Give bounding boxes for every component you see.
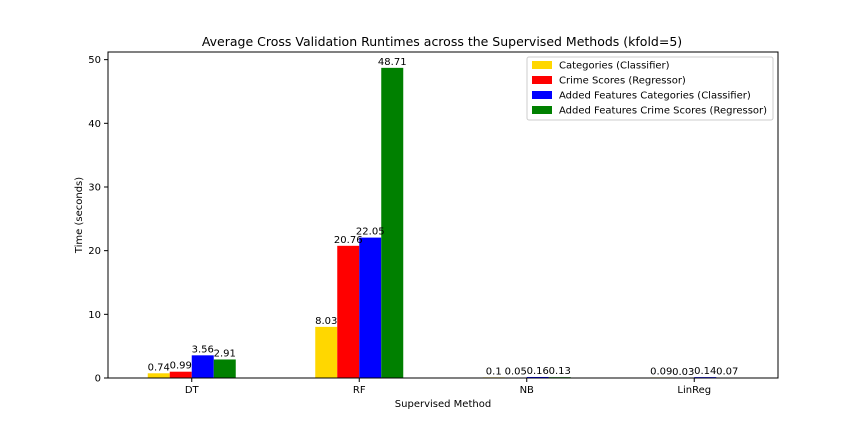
x-tick-label: NB — [520, 385, 534, 396]
bar — [337, 245, 360, 378]
x-tick-label: RF — [353, 385, 366, 396]
bar-value-label: 48.71 — [378, 57, 407, 68]
legend: Categories (Classifier) Crime Scores (Reg… — [526, 56, 774, 121]
bar-value-label: 3.56 — [192, 344, 214, 355]
bar-value-label: 0.09 — [650, 366, 672, 377]
y-tick-label: 50 — [88, 55, 101, 66]
bar — [213, 359, 236, 378]
legend-swatch — [532, 61, 552, 69]
bar-value-label: 0.03 — [672, 367, 694, 378]
bar-value-label: 0.74 — [148, 362, 170, 373]
bar-value-label: 20.76 — [334, 235, 363, 246]
legend-label: Categories (Classifier) — [559, 61, 670, 72]
legend-swatch — [532, 91, 552, 99]
x-axis: DT RF NB LinReg — [185, 378, 711, 396]
bar-value-label: 22.05 — [356, 227, 385, 238]
legend-label: Added Features Categories (Classifier) — [559, 91, 751, 102]
y-tick-label: 40 — [88, 119, 101, 130]
bar — [381, 67, 404, 378]
bar — [315, 326, 338, 378]
bar-value-label: 0.07 — [716, 367, 738, 378]
y-tick-label: 0 — [95, 374, 101, 385]
chart-title: Average Cross Validation Runtimes across… — [202, 34, 682, 49]
bar-value-label: 8.03 — [315, 316, 337, 327]
legend-frame — [526, 56, 774, 121]
y-axis-label: Time (seconds) — [74, 177, 85, 254]
bar — [359, 237, 382, 378]
legend-swatch — [532, 106, 552, 114]
bar-value-label: 0.99 — [170, 361, 192, 372]
legend-label: Crime Scores (Regressor) — [559, 76, 686, 87]
x-axis-label: Supervised Method — [395, 399, 491, 410]
legend-swatch — [532, 76, 552, 84]
bars-layer — [147, 67, 739, 378]
x-tick-label: LinReg — [677, 385, 711, 396]
y-axis: 0 10 20 30 40 50 — [88, 55, 108, 385]
bar-value-label: 2.91 — [214, 348, 236, 359]
x-tick-label: DT — [185, 385, 200, 396]
bar-value-label: 0.14 — [694, 366, 716, 377]
bar — [147, 373, 170, 378]
y-tick-label: 30 — [88, 182, 101, 193]
y-tick-label: 10 — [88, 310, 101, 321]
bar-value-label: 0.1 — [486, 366, 502, 377]
bar-value-label: 0.05 — [505, 367, 527, 378]
legend-label: Added Features Crime Scores (Regressor) — [559, 106, 767, 117]
bar-value-label: 0.16 — [527, 366, 549, 377]
y-tick-label: 20 — [88, 246, 101, 257]
bar-value-label: 0.13 — [549, 366, 571, 377]
plot-area-frame — [107, 51, 779, 379]
bar — [191, 355, 214, 378]
bar — [169, 371, 192, 378]
bar — [526, 376, 549, 378]
